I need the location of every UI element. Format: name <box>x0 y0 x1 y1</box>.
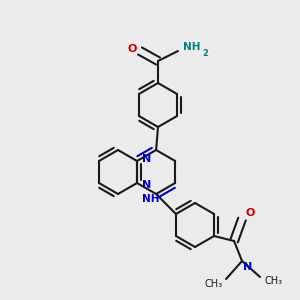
Text: O: O <box>127 44 137 54</box>
Text: O: O <box>245 208 255 218</box>
Text: NH: NH <box>142 194 160 204</box>
Text: 2: 2 <box>202 49 208 58</box>
Text: NH: NH <box>183 42 201 52</box>
Text: N: N <box>243 262 253 272</box>
Text: N: N <box>142 154 152 164</box>
Text: CH₃: CH₃ <box>265 276 283 286</box>
Text: CH₃: CH₃ <box>205 279 223 289</box>
Text: N: N <box>142 180 152 190</box>
